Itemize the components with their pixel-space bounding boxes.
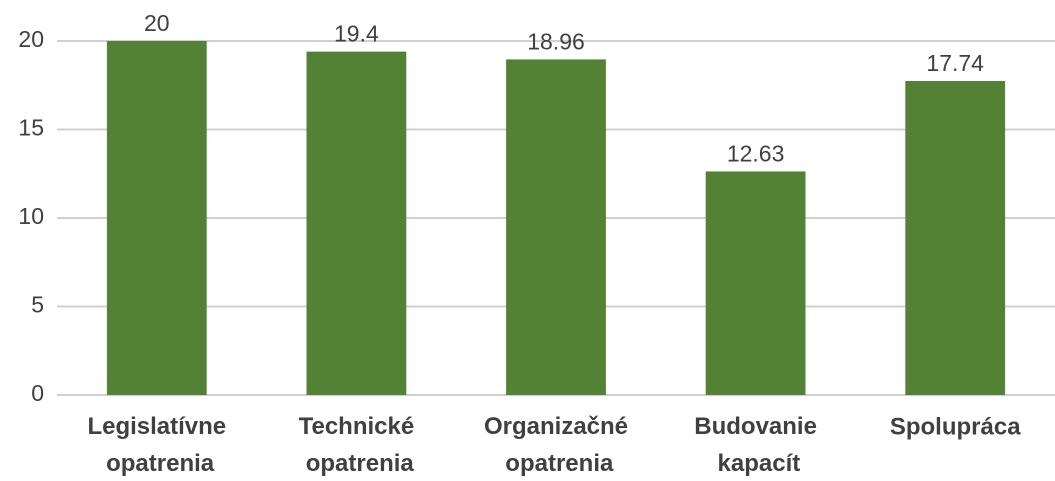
bar	[905, 81, 1006, 395]
y-tick-label: 0	[31, 380, 44, 406]
x-tick-label: Legislatívne opatrenia	[87, 413, 226, 477]
x-tick-label: Spolupráca	[890, 413, 1021, 440]
value-label: 17.74	[926, 50, 984, 76]
bar	[506, 59, 606, 396]
x-tick-label: Technické opatrenia	[299, 413, 415, 477]
value-label: 18.96	[527, 28, 585, 54]
y-tick-label: 15	[18, 115, 44, 141]
y-tick-label: 20	[18, 26, 44, 52]
value-label: 20	[144, 10, 170, 36]
x-tick-label: Organizačné opatrenia	[484, 413, 628, 477]
bar	[705, 171, 806, 395]
value-label: 12.63	[727, 141, 785, 167]
y-tick-label: 10	[18, 203, 44, 229]
x-tick-label: Budovanie kapacít	[694, 413, 817, 477]
bar	[306, 51, 407, 396]
bar	[106, 41, 207, 395]
value-label: 19.4	[334, 21, 379, 47]
y-tick-label: 5	[31, 292, 44, 318]
